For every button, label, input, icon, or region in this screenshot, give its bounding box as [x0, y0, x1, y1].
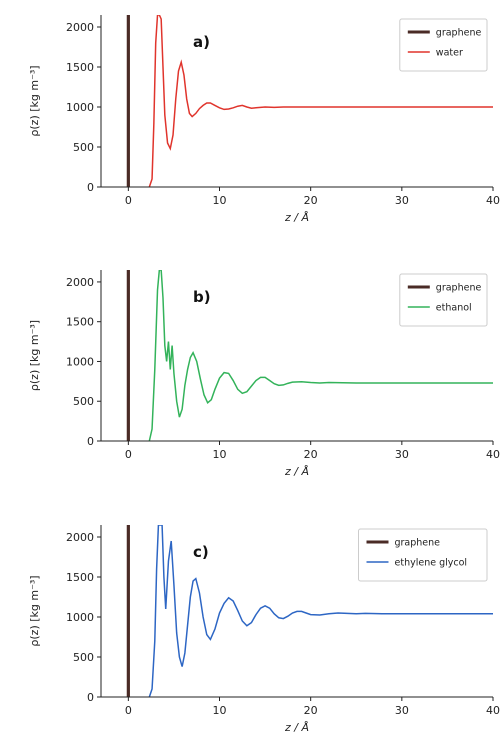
x-tick-label: 0	[125, 704, 132, 717]
y-tick-label: 2000	[66, 276, 94, 289]
x-tick-label: 30	[395, 194, 409, 207]
legend-box	[358, 528, 488, 582]
y-tick-label: 500	[73, 651, 94, 664]
y-tick-label: 1500	[66, 316, 94, 329]
y-axis-label: ρ(z) [kg m⁻³]	[28, 575, 41, 646]
y-tick-label: 1500	[66, 61, 94, 74]
legend-label: graphene	[436, 28, 482, 39]
y-tick-label: 1000	[66, 101, 94, 114]
x-tick-label: 20	[304, 194, 318, 207]
x-axis-label: z / Å	[284, 211, 309, 224]
legend-label: ethanol	[436, 303, 472, 314]
legend-label: water	[436, 48, 463, 59]
y-axis-label: ρ(z) [kg m⁻³]	[28, 320, 41, 391]
x-axis-label: z / Å	[284, 465, 309, 478]
y-tick-label: 500	[73, 141, 94, 154]
legend-label: graphene	[395, 538, 441, 549]
x-tick-label: 20	[304, 448, 318, 461]
x-axis-label: z / Å	[284, 721, 309, 734]
x-tick-label: 40	[486, 704, 500, 717]
chart-panel-1: 0 10 20 30 40 0 500 1000 1500 2000 z / Å ρ(z) [kg m…	[28, 15, 500, 224]
x-tick-label: 30	[395, 704, 409, 717]
y-tick-label: 2000	[66, 531, 94, 544]
y-tick-label: 1500	[66, 571, 94, 584]
y-tick-label: 1000	[66, 355, 94, 368]
legend-label: ethylene glycol	[395, 558, 468, 569]
series-ethylene-glycol-line	[148, 525, 493, 697]
x-tick-label: 10	[213, 704, 227, 717]
x-tick-label: 40	[486, 448, 500, 461]
x-tick-label: 0	[125, 448, 132, 461]
chart-panel-3: 0 10 20 30 40 0 500 1000 1500 2000 z / Å ρ(z) [kg m…	[28, 525, 500, 734]
y-tick-label: 0	[87, 691, 94, 704]
y-tick-label: 500	[73, 395, 94, 408]
y-tick-label: 1000	[66, 611, 94, 624]
chart-panel-2: 0 10 20 30 40 0 500 1000 1500 2000 z / Å ρ(z) [kg m…	[28, 270, 500, 478]
y-tick-label: 2000	[66, 21, 94, 34]
x-tick-label: 10	[213, 194, 227, 207]
y-axis-label: ρ(z) [kg m⁻³]	[28, 65, 41, 136]
legend-label: graphene	[436, 283, 482, 294]
x-tick-label: 30	[395, 448, 409, 461]
x-tick-label: 10	[213, 448, 227, 461]
panel-label: c)	[193, 543, 209, 561]
y-tick-label: 0	[87, 435, 94, 448]
panel-label: b)	[193, 288, 211, 306]
series-water-line	[148, 15, 493, 187]
x-tick-label: 0	[125, 194, 132, 207]
y-tick-label: 0	[87, 181, 94, 194]
series-ethanol-line	[148, 270, 493, 441]
panel-label: a)	[193, 33, 210, 51]
x-tick-label: 20	[304, 704, 318, 717]
x-tick-label: 40	[486, 194, 500, 207]
